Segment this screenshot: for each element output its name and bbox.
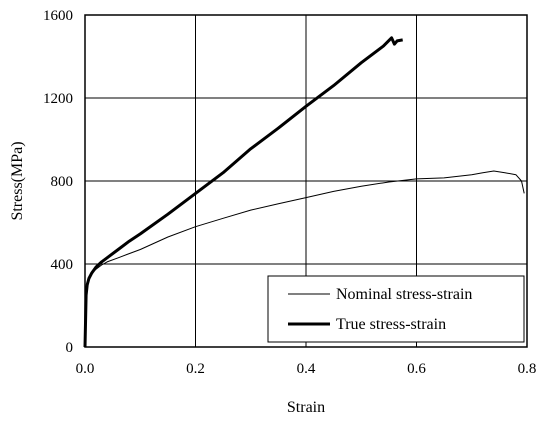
y-axis-title: Stress(MPa) xyxy=(9,141,26,220)
y-tick-label: 1200 xyxy=(43,91,73,107)
grid xyxy=(85,15,527,347)
legend-label-nominal: Nominal stress-strain xyxy=(336,286,472,303)
y-tick-label: 0 xyxy=(66,340,74,356)
x-tick-label: 0.0 xyxy=(76,361,95,377)
x-tick-label: 0.8 xyxy=(518,361,537,377)
legend-box xyxy=(267,275,525,343)
plot-frame xyxy=(84,14,528,348)
y-tick-label: 1600 xyxy=(43,8,73,24)
x-axis-title: Strain xyxy=(287,399,325,416)
legend: Nominal stress-strain True stress-strain xyxy=(267,275,525,343)
x-tick-label: 0.4 xyxy=(297,361,316,377)
y-tick-label: 400 xyxy=(51,257,74,273)
y-tick-label: 800 xyxy=(51,174,74,190)
series-lines xyxy=(83,36,525,348)
x-tick-label: 0.6 xyxy=(407,361,426,377)
legend-label-true: True stress-strain xyxy=(336,316,446,333)
x-tick-label: 0.2 xyxy=(186,361,205,377)
axis-ticks: 0.0 0.2 0.4 0.6 0.8 0 400 800 1200 1600 xyxy=(43,8,536,377)
series-line-true xyxy=(83,36,403,348)
